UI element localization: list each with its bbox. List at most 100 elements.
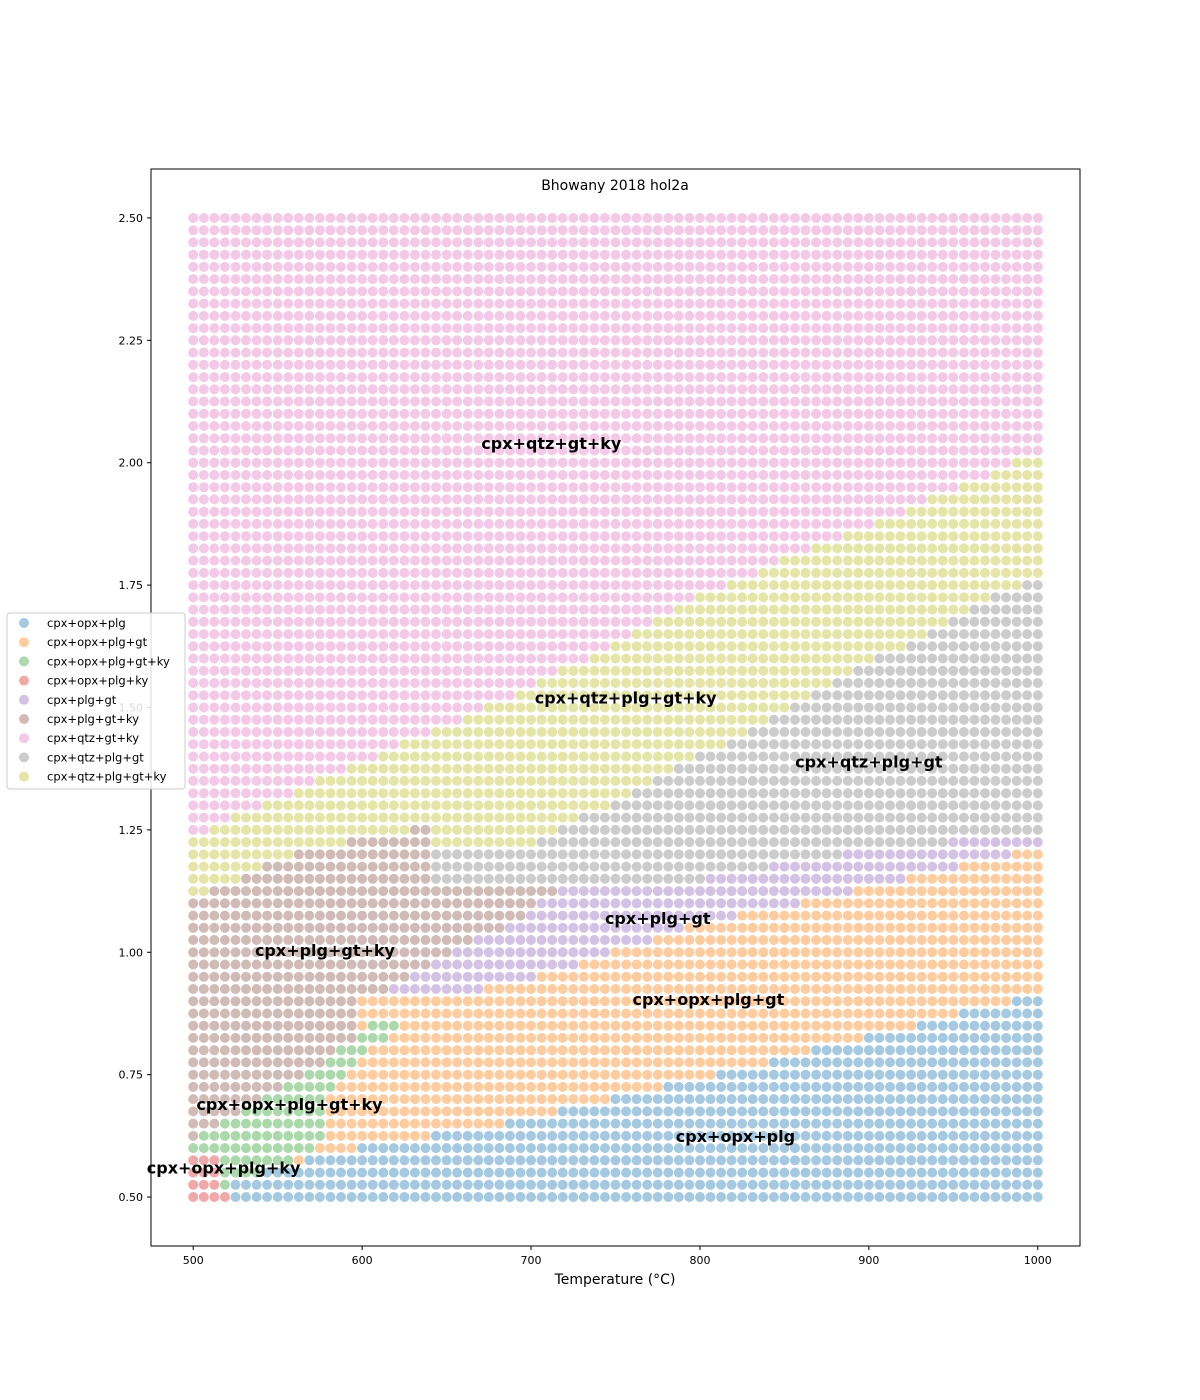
data-point-cpx-plg-gt-ky: [230, 935, 241, 945]
data-point-cpx-qtz-gt-ky: [737, 506, 748, 517]
data-point-cpx-opx-plg: [726, 1106, 737, 1117]
data-point-cpx-qtz-gt-ky: [800, 531, 811, 542]
data-point-cpx-qtz-gt-ky: [293, 249, 304, 260]
data-point-cpx-qtz-gt-ky: [304, 604, 315, 615]
data-point-cpx-qtz-plg-gt-ky: [621, 727, 632, 737]
data-point-cpx-plg-gt-ky: [251, 910, 262, 921]
data-point-cpx-qtz-gt-ky: [314, 347, 325, 358]
data-point-cpx-qtz-gt-ky: [768, 470, 779, 480]
data-point-cpx-qtz-gt-ky: [272, 531, 283, 542]
data-point-cpx-opx-plg: [589, 1130, 600, 1141]
data-point-cpx-qtz-plg-gt: [589, 824, 600, 835]
data-point-cpx-plg-gt-ky: [452, 898, 463, 909]
data-point-cpx-opx-plg: [557, 1179, 568, 1190]
data-point-cpx-qtz-gt-ky: [367, 616, 378, 627]
data-point-cpx-qtz-gt-ky: [346, 580, 357, 591]
data-point-cpx-qtz-plg-gt-ky: [515, 788, 526, 799]
data-point-cpx-qtz-gt-ky: [262, 555, 273, 566]
data-point-cpx-qtz-gt-ky: [367, 604, 378, 615]
data-point-cpx-qtz-plg-gt-ky: [800, 641, 811, 652]
data-point-cpx-qtz-gt-ky: [241, 298, 251, 309]
data-point-cpx-qtz-plg-gt: [695, 861, 705, 872]
data-point-cpx-qtz-gt-ky: [568, 249, 579, 260]
data-point-cpx-opx-plg: [768, 1179, 779, 1190]
data-point-cpx-qtz-gt-ky: [768, 457, 779, 468]
data-point-cpx-qtz-gt-ky: [420, 518, 431, 529]
data-point-cpx-qtz-plg-gt-ky: [737, 580, 748, 591]
data-point-cpx-qtz-gt-ky: [230, 641, 241, 652]
data-point-cpx-qtz-plg-gt-ky: [695, 641, 705, 652]
data-point-cpx-qtz-plg-gt-ky: [652, 616, 663, 627]
data-point-cpx-qtz-plg-gt-ky: [547, 824, 558, 835]
data-point-cpx-qtz-plg-gt-ky: [557, 812, 568, 823]
data-point-cpx-qtz-gt-ky: [779, 249, 790, 260]
data-point-cpx-qtz-gt-ky: [272, 543, 283, 554]
data-point-cpx-qtz-gt-ky: [642, 298, 653, 309]
data-point-cpx-opx-plg-gt: [441, 996, 452, 1007]
data-point-cpx-qtz-gt-ky: [631, 298, 642, 309]
data-point-cpx-qtz-gt-ky: [431, 555, 441, 566]
data-point-cpx-qtz-plg-gt-ky: [832, 641, 843, 652]
data-point-cpx-qtz-plg-gt-ky: [663, 727, 674, 737]
data-point-cpx-qtz-plg-gt-ky: [251, 824, 262, 835]
data-point-cpx-qtz-gt-ky: [304, 494, 315, 505]
data-point-cpx-qtz-gt-ky: [557, 323, 568, 334]
data-point-cpx-qtz-gt-ky: [188, 470, 199, 480]
data-point-cpx-opx-plg-gt: [832, 947, 843, 958]
data-point-cpx-opx-plg-gt: [621, 1045, 632, 1056]
data-point-cpx-qtz-gt-ky: [547, 445, 558, 456]
data-point-cpx-qtz-gt-ky: [462, 592, 473, 603]
data-point-cpx-qtz-gt-ky: [557, 567, 568, 578]
data-point-cpx-opx-plg-gt: [388, 1069, 399, 1080]
data-point-cpx-qtz-plg-gt: [768, 751, 779, 762]
data-point-cpx-qtz-gt-ky: [409, 408, 420, 419]
data-point-cpx-qtz-plg-gt-ky: [621, 788, 632, 799]
data-point-cpx-qtz-gt-ky: [652, 408, 663, 419]
data-point-cpx-qtz-gt-ky: [399, 494, 410, 505]
data-point-cpx-qtz-gt-ky: [568, 518, 579, 529]
data-point-cpx-qtz-gt-ky: [336, 225, 346, 236]
data-point-cpx-opx-plg-gt-ky: [293, 1143, 304, 1154]
data-point-cpx-qtz-gt-ky: [631, 359, 642, 370]
data-point-cpx-qtz-gt-ky: [272, 286, 283, 297]
data-point-cpx-qtz-gt-ky: [695, 335, 705, 346]
data-point-cpx-qtz-gt-ky: [821, 384, 832, 395]
data-point-cpx-opx-plg: [399, 1179, 410, 1190]
data-point-cpx-qtz-gt-ky: [568, 372, 579, 383]
data-point-cpx-plg-gt-ky: [399, 922, 410, 933]
data-point-cpx-qtz-gt-ky: [431, 347, 441, 358]
data-point-cpx-qtz-gt-ky: [504, 457, 515, 468]
data-point-cpx-qtz-gt-ky: [547, 616, 558, 627]
data-point-cpx-qtz-gt-ky: [663, 518, 674, 529]
data-point-cpx-qtz-plg-gt-ky: [346, 763, 357, 774]
data-point-cpx-qtz-gt-ky: [589, 213, 600, 223]
data-point-cpx-qtz-plg-gt: [790, 775, 800, 786]
data-point-cpx-qtz-gt-ky: [209, 702, 220, 713]
data-point-cpx-qtz-gt-ky: [589, 335, 600, 346]
data-point-cpx-qtz-plg-gt: [821, 849, 832, 860]
data-point-cpx-qtz-plg-gt-ky: [494, 739, 505, 750]
data-point-cpx-qtz-gt-ky: [367, 629, 378, 640]
data-point-cpx-qtz-gt-ky: [578, 555, 589, 566]
data-point-cpx-qtz-gt-ky: [399, 592, 410, 603]
data-point-cpx-qtz-plg-gt: [779, 739, 790, 750]
data-point-cpx-qtz-plg-gt-ky: [695, 702, 705, 713]
data-point-cpx-qtz-plg-gt-ky: [768, 702, 779, 713]
data-point-cpx-qtz-gt-ky: [293, 616, 304, 627]
data-point-cpx-qtz-gt-ky: [621, 335, 632, 346]
data-point-cpx-qtz-plg-gt: [790, 727, 800, 737]
data-point-cpx-qtz-gt-ky: [547, 555, 558, 566]
data-point-cpx-opx-plg-gt: [811, 898, 822, 909]
data-point-cpx-plg-gt: [716, 873, 727, 884]
data-point-cpx-plg-gt-ky: [378, 861, 389, 872]
data-point-cpx-qtz-gt-ky: [357, 580, 368, 591]
data-point-cpx-opx-plg-gt: [357, 1008, 368, 1019]
data-point-cpx-opx-plg-gt: [420, 996, 431, 1007]
data-point-cpx-qtz-gt-ky: [800, 286, 811, 297]
data-point-cpx-qtz-gt-ky: [420, 286, 431, 297]
data-point-cpx-qtz-gt-ky: [494, 457, 505, 468]
data-point-cpx-qtz-gt-ky: [536, 286, 547, 297]
data-point-cpx-qtz-gt-ky: [219, 482, 230, 493]
data-point-cpx-plg-gt-ky: [420, 959, 431, 970]
data-point-cpx-qtz-gt-ky: [716, 445, 727, 456]
